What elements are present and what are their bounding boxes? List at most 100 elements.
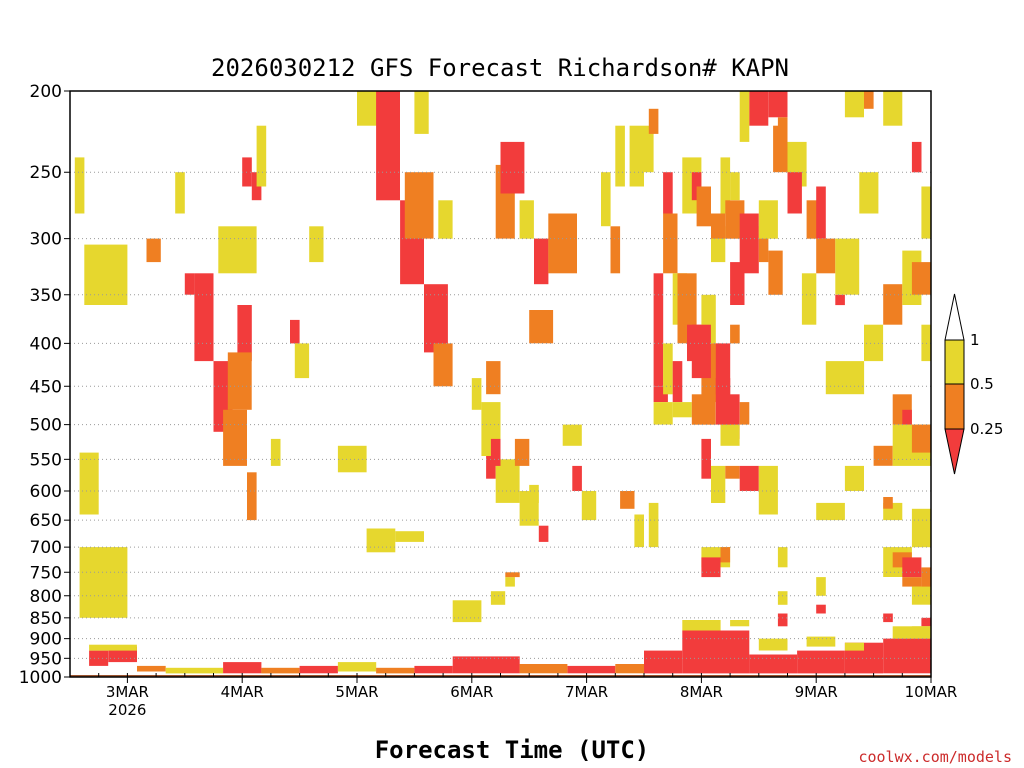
- data-region-mid: [720, 547, 731, 563]
- data-region-low: [194, 273, 214, 362]
- data-region-low: [376, 91, 400, 201]
- data-region-high: [720, 424, 740, 446]
- data-region-high: [519, 200, 534, 239]
- data-region-low: [490, 438, 501, 466]
- legend-label: 0.25: [970, 420, 1003, 438]
- data-region-high: [490, 591, 506, 605]
- data-region-mid: [883, 284, 903, 325]
- data-region-mid: [663, 213, 678, 274]
- data-region-low: [572, 465, 582, 491]
- data-region-high: [84, 244, 128, 305]
- data-region-mid: [615, 664, 644, 674]
- data-region-high: [911, 508, 931, 548]
- y-tick-label: 550: [30, 450, 62, 470]
- data-region-low: [883, 613, 893, 623]
- data-region-high: [256, 125, 267, 187]
- data-region-mid: [404, 172, 434, 239]
- data-region-high: [471, 378, 482, 410]
- data-region-low: [486, 456, 496, 479]
- data-region-high: [816, 502, 845, 521]
- data-region-high: [79, 452, 99, 515]
- data-region-high: [218, 226, 257, 274]
- data-region-low: [701, 438, 711, 479]
- data-region-high: [175, 172, 185, 214]
- data-region-mid: [137, 665, 166, 672]
- plot-area: [70, 91, 931, 677]
- data-region-low: [500, 141, 525, 194]
- data-region-mid: [691, 394, 716, 425]
- data-region-mid: [711, 213, 726, 239]
- x-tick-label: 10MAR: [905, 683, 958, 701]
- data-region-mid: [376, 667, 415, 674]
- data-region-mid: [648, 108, 659, 134]
- data-region-high: [758, 638, 788, 651]
- legend-label: 1: [970, 331, 980, 349]
- data-region-high: [859, 172, 879, 214]
- data-region-high: [816, 577, 826, 596]
- data-region-high: [921, 186, 931, 239]
- legend-arrow-low: [944, 428, 965, 475]
- data-region-low: [644, 650, 683, 674]
- y-tick-label: 650: [30, 511, 62, 531]
- data-region-mid: [548, 213, 577, 274]
- y-tick-label: 1000: [19, 668, 62, 688]
- data-region-low: [663, 172, 673, 214]
- data-region-low: [691, 172, 702, 201]
- data-region-high: [801, 273, 817, 325]
- data-region-mid: [505, 572, 520, 578]
- data-region-low: [452, 656, 520, 674]
- data-region-mid: [433, 343, 453, 387]
- data-region-high: [562, 424, 582, 446]
- data-region-mid: [777, 117, 788, 142]
- data-region-high: [720, 157, 731, 214]
- data-region-low: [290, 319, 300, 344]
- data-region-low: [902, 557, 922, 578]
- data-region-low: [883, 638, 931, 674]
- data-region-high: [730, 620, 750, 627]
- x-tick-label: 3MAR: [106, 683, 149, 701]
- axes: 2002503003504004505005506006507007508008…: [19, 82, 958, 719]
- x-tick-label: 5MAR: [335, 683, 378, 701]
- data-region-high: [682, 620, 721, 631]
- data-region-mid: [519, 664, 568, 674]
- data-region-mid: [911, 262, 931, 295]
- y-tick-label: 200: [30, 82, 62, 102]
- data-region-high: [79, 547, 128, 618]
- data-region-mid: [739, 402, 750, 425]
- data-region-low: [921, 617, 931, 627]
- data-region-high: [672, 402, 692, 418]
- data-region-high: [777, 547, 788, 568]
- data-region-mid: [768, 250, 783, 295]
- data-region-mid: [873, 445, 893, 466]
- data-region-high: [711, 465, 726, 503]
- data-region-high: [634, 514, 644, 548]
- y-tick-label: 450: [30, 377, 62, 397]
- data-region-high: [414, 91, 429, 134]
- data-region-high: [844, 465, 864, 491]
- x-tick-label: 7MAR: [565, 683, 608, 701]
- data-region-low: [538, 525, 549, 542]
- data-region-low: [672, 361, 683, 403]
- legend: 1 0.5 0.25: [944, 293, 1003, 475]
- y-tick-label: 350: [30, 286, 62, 306]
- data-region-high: [653, 402, 673, 425]
- data-region-high: [739, 91, 750, 142]
- data-region-low: [534, 238, 549, 285]
- data-region-high: [165, 667, 224, 674]
- data-region-high: [911, 586, 931, 605]
- data-region-high: [581, 491, 597, 521]
- data-region-high: [615, 125, 625, 187]
- data-region-low: [701, 557, 721, 578]
- data-region-high: [395, 531, 424, 542]
- data-region-mid: [486, 361, 501, 395]
- data-region-high: [452, 600, 482, 623]
- data-region-high: [648, 502, 659, 548]
- data-region-high: [438, 200, 453, 239]
- data-region-mid: [223, 409, 247, 466]
- data-region-high: [825, 361, 865, 395]
- data-region-high: [663, 343, 673, 395]
- data-region-high: [309, 226, 324, 263]
- data-region-low: [768, 91, 788, 118]
- data-region-high: [730, 172, 740, 201]
- legend-label: 0.5: [970, 375, 994, 393]
